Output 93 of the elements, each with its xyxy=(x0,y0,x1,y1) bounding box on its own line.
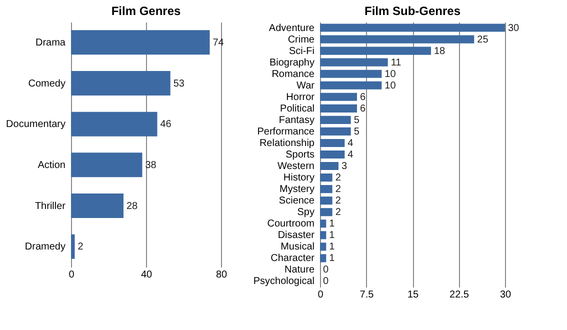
data-label: 2 xyxy=(335,196,342,207)
bar xyxy=(320,196,332,205)
bar xyxy=(320,231,326,240)
data-label: 4 xyxy=(348,150,354,160)
data-label: 11 xyxy=(390,57,402,68)
data-label: 2 xyxy=(335,172,342,184)
x-tick-label: 15 xyxy=(407,290,419,300)
y-tick-label: Musical xyxy=(280,242,314,253)
x-tick-label: 7.5 xyxy=(360,290,374,300)
bar xyxy=(320,35,474,44)
bar xyxy=(320,127,351,136)
bar xyxy=(320,46,431,55)
bar xyxy=(71,152,142,178)
data-label: 18 xyxy=(434,46,446,57)
data-label: 2 xyxy=(78,242,84,253)
data-label: 3 xyxy=(342,161,348,172)
bar xyxy=(320,92,357,101)
y-tick-label: Psychological xyxy=(253,276,314,288)
data-label: 53 xyxy=(173,78,185,90)
data-label: 2 xyxy=(335,184,342,196)
chart-title: Film Genres xyxy=(111,4,182,18)
y-tick-label: Biography xyxy=(269,57,314,68)
bar xyxy=(71,194,124,218)
bar xyxy=(320,81,382,90)
y-tick-label: Adventure xyxy=(268,22,315,34)
y-tick-label: Spy xyxy=(297,207,314,218)
y-tick-label: Western xyxy=(277,161,314,172)
bar xyxy=(320,220,326,228)
data-label: 6 xyxy=(360,92,366,103)
bar xyxy=(71,234,75,259)
y-tick-label: Drama xyxy=(35,37,66,48)
y-tick-label: Horror xyxy=(286,92,316,103)
data-label: 6 xyxy=(360,103,366,114)
y-tick-label: Thriller xyxy=(34,200,66,212)
y-tick-label: Mystery xyxy=(280,184,314,196)
y-tick-label: Documentary xyxy=(6,119,66,130)
bar xyxy=(320,58,388,66)
y-tick-label: Fantasy xyxy=(278,114,314,126)
bar xyxy=(320,24,505,32)
y-tick-label: Character xyxy=(270,253,316,264)
data-label: 1 xyxy=(329,242,336,253)
y-tick-label: Action xyxy=(38,160,66,171)
y-tick-label: Romance xyxy=(272,68,315,80)
y-tick-label: Sports xyxy=(286,150,314,160)
y-tick-label: Sci-Fi xyxy=(288,46,314,57)
bar xyxy=(320,174,332,182)
y-tick-label: Political xyxy=(280,103,314,114)
data-label: 74 xyxy=(212,37,224,48)
y-tick-label: Performance xyxy=(257,126,315,138)
data-label: 1 xyxy=(329,253,336,264)
data-label: 1 xyxy=(329,230,336,242)
data-label: 1 xyxy=(329,218,336,230)
bar xyxy=(320,138,345,148)
bar xyxy=(320,150,345,159)
bar xyxy=(320,162,338,170)
y-tick-label: War xyxy=(296,80,316,92)
data-label: 10 xyxy=(384,68,396,80)
y-tick-label: Relationship xyxy=(259,138,315,149)
bar xyxy=(71,30,210,55)
y-tick-label: Nature xyxy=(284,264,315,276)
bar xyxy=(71,71,170,96)
y-tick-label: Courtroom xyxy=(267,218,314,230)
x-tick-label: 0 xyxy=(68,270,75,280)
y-tick-label: Crime xyxy=(288,34,315,46)
x-tick-label: 80 xyxy=(216,270,228,280)
y-tick-label: Science xyxy=(278,196,315,207)
data-label: 25 xyxy=(477,34,489,46)
chart-title: Film Sub-Genres xyxy=(364,4,461,18)
y-tick-label: Disaster xyxy=(278,230,316,242)
x-tick-label: 30 xyxy=(500,290,512,300)
bar xyxy=(320,185,332,194)
data-label: 5 xyxy=(354,126,360,138)
bar xyxy=(320,254,326,262)
data-label: 38 xyxy=(145,160,157,171)
y-tick-label: History xyxy=(283,172,314,184)
bar xyxy=(320,104,357,112)
data-label: 2 xyxy=(335,207,342,218)
bar xyxy=(320,70,382,78)
x-tick-label: 0 xyxy=(318,290,324,300)
bar xyxy=(320,116,351,124)
data-label: 46 xyxy=(160,119,172,130)
bar xyxy=(320,208,332,216)
data-label: 5 xyxy=(354,114,360,126)
x-tick-label: 40 xyxy=(140,270,152,280)
x-tick-label: 22.5 xyxy=(450,290,470,300)
bar xyxy=(71,112,158,136)
y-tick-label: Comedy xyxy=(28,78,66,90)
data-label: 30 xyxy=(508,22,520,34)
bar xyxy=(320,242,326,251)
y-tick-label: Dramedy xyxy=(24,242,66,253)
data-label: 28 xyxy=(126,200,138,212)
data-label: 4 xyxy=(348,138,354,149)
data-label: 10 xyxy=(384,80,396,92)
